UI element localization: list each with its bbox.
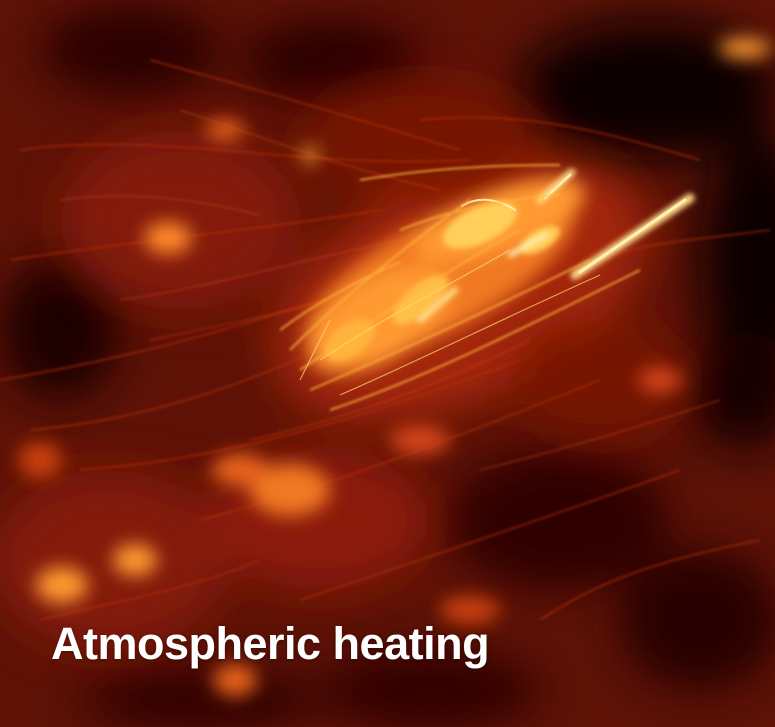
image-caption: Atmospheric heating [51, 618, 490, 669]
